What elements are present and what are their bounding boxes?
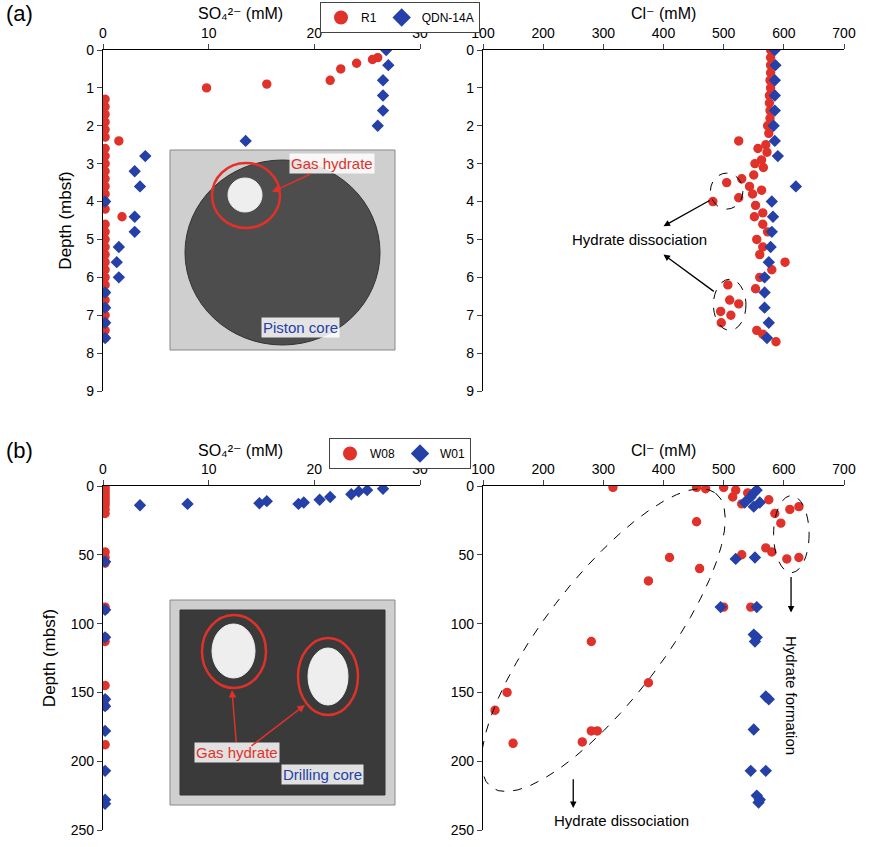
svg-text:SO₄²⁻ (mM): SO₄²⁻ (mM) — [198, 442, 283, 459]
svg-text:600: 600 — [772, 25, 796, 41]
svg-text:4: 4 — [466, 193, 474, 209]
svg-text:0: 0 — [99, 25, 107, 41]
svg-text:Piston core: Piston core — [263, 319, 338, 336]
svg-text:100: 100 — [451, 616, 475, 632]
svg-text:200: 200 — [71, 753, 95, 769]
svg-text:20: 20 — [307, 461, 323, 477]
svg-text:30: 30 — [412, 461, 428, 478]
svg-text:QDN-14A: QDN-14A — [422, 11, 474, 25]
svg-text:7: 7 — [466, 307, 474, 323]
svg-text:(a): (a) — [6, 1, 33, 26]
svg-text:Gas hydrate: Gas hydrate — [196, 744, 278, 761]
svg-text:1: 1 — [466, 80, 474, 96]
svg-text:7: 7 — [86, 307, 94, 323]
svg-text:30: 30 — [412, 25, 428, 42]
svg-text:600: 600 — [772, 461, 796, 477]
svg-text:9: 9 — [466, 383, 474, 399]
svg-text:100: 100 — [471, 25, 495, 42]
svg-text:Hydrate formation: Hydrate formation — [783, 636, 800, 755]
svg-text:50: 50 — [78, 547, 94, 563]
svg-text:250: 250 — [451, 822, 475, 838]
svg-text:3: 3 — [466, 156, 474, 172]
svg-text:W08: W08 — [370, 447, 395, 461]
svg-text:8: 8 — [466, 345, 474, 361]
svg-text:5: 5 — [466, 231, 474, 247]
svg-text:0: 0 — [86, 478, 94, 494]
svg-text:Hydrate dissociation: Hydrate dissociation — [572, 231, 707, 248]
svg-text:10: 10 — [201, 25, 217, 41]
svg-text:400: 400 — [652, 25, 676, 41]
svg-text:9: 9 — [86, 383, 94, 399]
svg-text:10: 10 — [201, 461, 217, 477]
svg-text:8: 8 — [86, 345, 94, 361]
svg-text:Hydrate dissociation: Hydrate dissociation — [554, 812, 689, 829]
svg-text:5: 5 — [86, 231, 94, 247]
svg-text:SO₄²⁻ (mM): SO₄²⁻ (mM) — [198, 5, 283, 22]
svg-text:300: 300 — [592, 25, 616, 41]
svg-text:0: 0 — [466, 478, 474, 494]
svg-text:200: 200 — [531, 25, 555, 41]
svg-text:500: 500 — [712, 25, 736, 41]
svg-text:Depth (mbsf): Depth (mbsf) — [56, 171, 75, 269]
svg-text:1: 1 — [86, 80, 94, 96]
svg-text:20: 20 — [307, 25, 323, 41]
svg-text:150: 150 — [451, 684, 475, 700]
svg-text:250: 250 — [71, 822, 95, 838]
svg-text:300: 300 — [592, 461, 616, 477]
svg-text:Cl⁻ (mM): Cl⁻ (mM) — [631, 5, 696, 22]
svg-text:100: 100 — [471, 461, 495, 477]
svg-text:6: 6 — [86, 269, 94, 285]
svg-text:0: 0 — [86, 42, 94, 58]
svg-text:2: 2 — [466, 118, 474, 134]
svg-text:700: 700 — [832, 25, 856, 41]
svg-text:Depth (mbsf): Depth (mbsf) — [40, 609, 59, 707]
svg-text:2: 2 — [86, 118, 94, 134]
svg-text:R1: R1 — [361, 11, 377, 25]
svg-text:Cl⁻ (mM): Cl⁻ (mM) — [631, 442, 696, 459]
svg-text:0: 0 — [466, 42, 474, 58]
svg-text:500: 500 — [712, 461, 736, 477]
svg-text:200: 200 — [531, 461, 555, 477]
svg-text:150: 150 — [71, 684, 95, 700]
svg-text:100: 100 — [71, 616, 95, 632]
svg-text:400: 400 — [652, 461, 676, 477]
svg-text:6: 6 — [466, 269, 474, 285]
svg-text:Drilling core: Drilling core — [283, 766, 362, 783]
svg-text:(b): (b) — [6, 438, 33, 463]
svg-text:50: 50 — [458, 547, 474, 563]
svg-text:700: 700 — [832, 461, 856, 477]
svg-text:Gas hydrate: Gas hydrate — [291, 155, 373, 172]
svg-text:200: 200 — [451, 753, 475, 769]
svg-text:W01: W01 — [440, 447, 465, 461]
svg-text:0: 0 — [99, 461, 107, 477]
svg-text:4: 4 — [86, 193, 94, 209]
svg-text:3: 3 — [86, 156, 94, 172]
